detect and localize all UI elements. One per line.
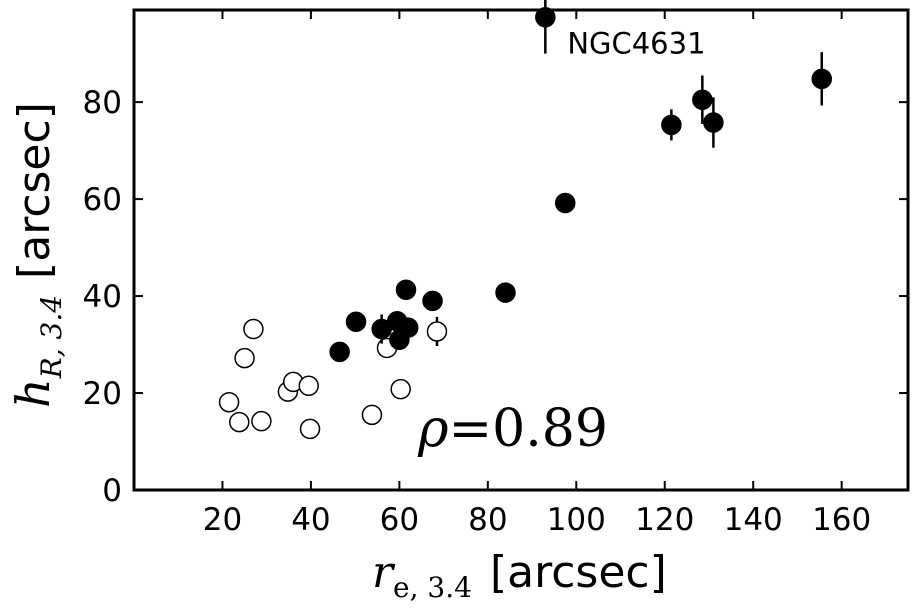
open-point: [299, 418, 321, 440]
open-point: [229, 411, 250, 433]
open-point: [251, 410, 272, 432]
x-tick-label: 100: [547, 502, 606, 538]
filled-point: [495, 282, 516, 303]
filled-point: [345, 311, 367, 333]
series-filled: [329, 0, 833, 363]
correlation-label: ρ=0.89: [417, 399, 608, 459]
open-point: [298, 375, 319, 397]
x-tick-label: 120: [635, 502, 694, 538]
annotation-label: NGC4631: [567, 26, 705, 60]
y-tick-label: 0: [102, 473, 122, 509]
open-point: [243, 318, 264, 340]
correlation-value: =0.89: [449, 399, 608, 459]
filled-point: [811, 68, 833, 90]
filled-point: [397, 317, 419, 338]
x-axis-unit: [arcsec]: [490, 547, 667, 598]
open-point: [234, 347, 255, 369]
x-tick-label: 140: [724, 502, 783, 538]
filled-point: [535, 7, 556, 28]
y-tick-label: 40: [83, 279, 122, 315]
correlation-symbol: ρ: [417, 399, 449, 459]
y-tick-label: 80: [83, 85, 122, 121]
x-axis-subscript: e, 3.4: [393, 571, 472, 604]
x-tick-label: 80: [468, 502, 507, 538]
x-axis-label: re, 3.4 [arcsec]: [372, 547, 667, 604]
y-axis-subscript: R, 3.4: [35, 295, 68, 379]
series-open: [218, 316, 448, 440]
open-point: [218, 391, 240, 413]
y-axis-symbol: h: [6, 378, 60, 408]
axis-ticks: 20 40 60 80 100 120 140 160 0 20 40 60 80: [83, 10, 908, 538]
y-tick-label: 60: [83, 182, 122, 218]
y-axis-label: hR, 3.4 [arcsec]: [6, 102, 68, 408]
filled-point: [703, 112, 724, 133]
plot-frame: [132, 8, 910, 492]
filled-point: [395, 279, 417, 301]
filled-point: [329, 341, 350, 363]
filled-point: [422, 290, 443, 312]
x-axis-symbol: r: [372, 547, 396, 598]
x-tick-label: 20: [203, 502, 242, 538]
open-point: [426, 321, 448, 342]
data-points: [218, 0, 833, 440]
x-tick-label: 60: [380, 502, 419, 538]
y-tick-label: 20: [83, 376, 122, 412]
filled-point: [692, 89, 713, 110]
filled-point: [554, 192, 576, 214]
x-tick-label: 40: [291, 502, 330, 538]
filled-point: [661, 114, 682, 136]
x-tick-label: 160: [812, 502, 871, 538]
y-axis-unit: [arcsec]: [9, 102, 60, 279]
open-point: [390, 378, 411, 400]
open-point: [361, 404, 383, 426]
